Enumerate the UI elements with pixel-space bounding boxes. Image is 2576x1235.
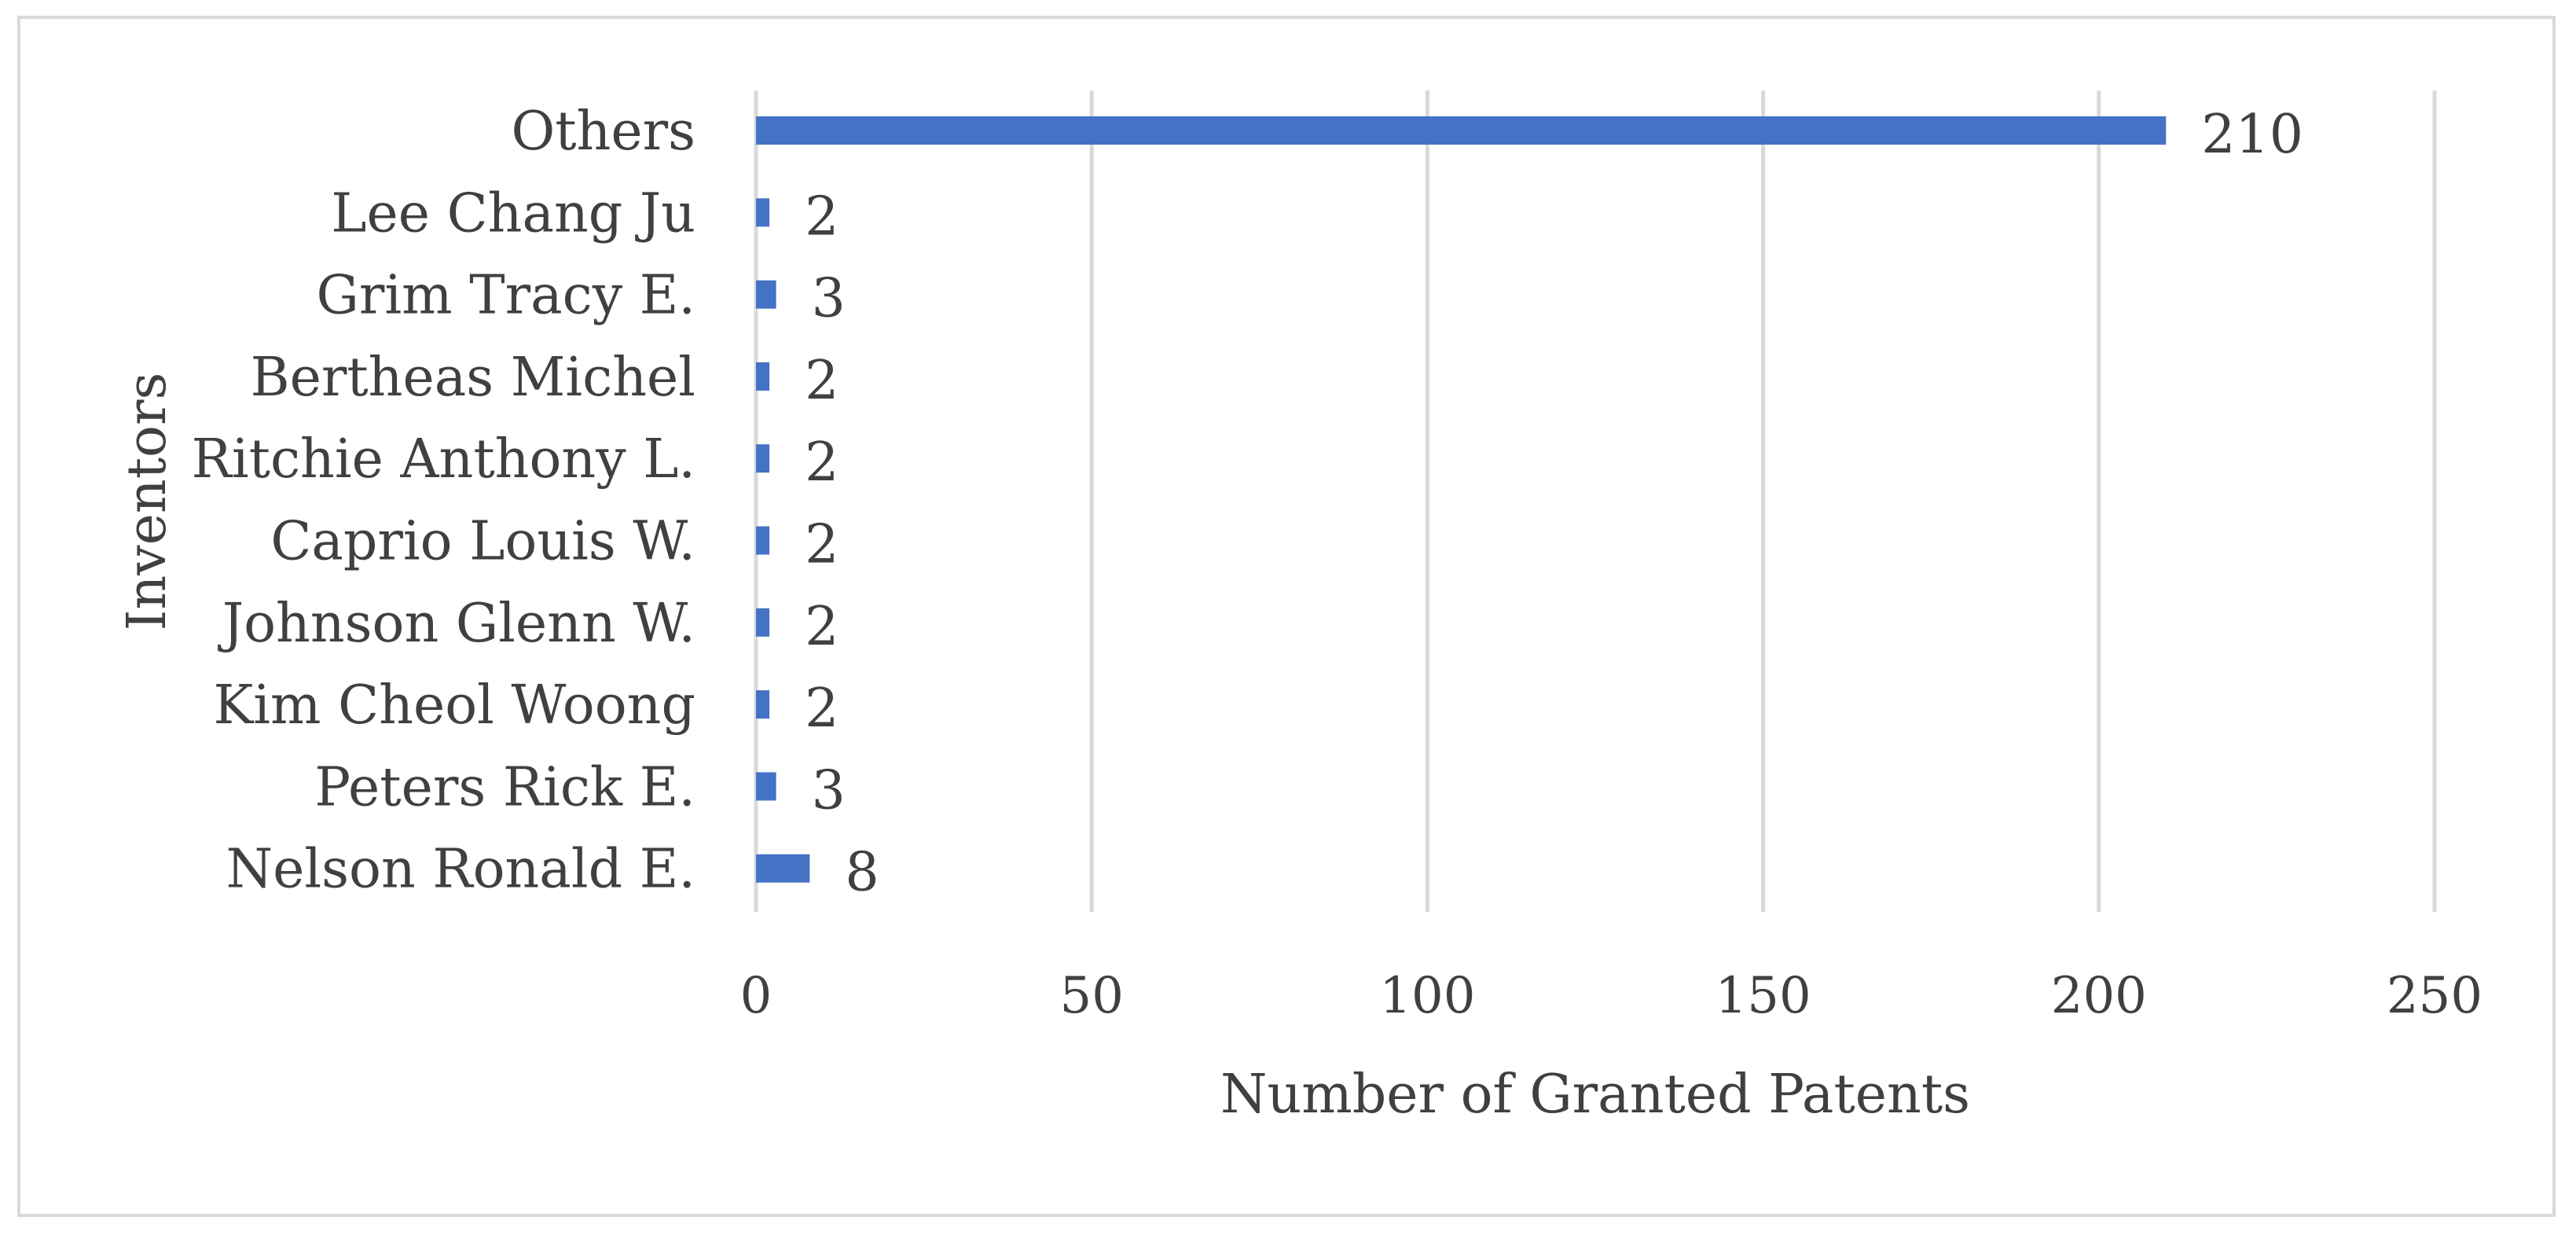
data-label: 2 [805, 350, 838, 412]
category-label: Others [511, 101, 695, 163]
x-tick-labels: 0 50 100 150 200 250 [740, 967, 2482, 1025]
category-label: Peters Rick E. [314, 756, 695, 818]
chart-frame [17, 16, 2556, 1217]
bar [756, 116, 2167, 145]
x-tick-label: 50 [1059, 967, 1123, 1025]
x-tick-label: 100 [1379, 967, 1475, 1025]
data-label: 8 [845, 842, 879, 904]
bar [756, 362, 770, 391]
bar [756, 444, 770, 473]
data-label: 2 [805, 432, 838, 494]
category-label: Ritchie Anthony L. [192, 428, 695, 491]
data-label: 3 [812, 268, 846, 330]
category-label: Johnson Glenn W. [218, 593, 695, 655]
x-tick-label: 200 [2051, 967, 2147, 1025]
category-label: Bertheas Michel [251, 347, 695, 409]
data-label: 2 [805, 186, 838, 248]
bar [756, 854, 810, 883]
x-axis-title: Number of Granted Patents [1220, 1064, 1970, 1126]
category-label: Kim Cheol Woong [214, 674, 696, 737]
x-tick-label: 150 [1715, 967, 1811, 1025]
bar [756, 526, 770, 555]
bar [756, 280, 776, 309]
bar [756, 608, 770, 637]
y-axis-title: Inventors [116, 373, 178, 631]
x-tick-label: 0 [740, 967, 772, 1025]
data-label: 3 [812, 759, 846, 821]
category-label: Caprio Louis W. [270, 511, 695, 573]
data-labels: 210 2 3 2 2 2 2 2 3 8 [805, 104, 2303, 904]
bar [756, 690, 770, 719]
bar [756, 772, 776, 801]
bar [756, 198, 770, 227]
gridlines [754, 90, 2437, 912]
data-label: 210 [2201, 104, 2303, 166]
data-label: 2 [805, 596, 838, 658]
data-label: 2 [805, 678, 838, 740]
bars [756, 116, 2167, 883]
category-label: Lee Chang Ju [331, 182, 695, 244]
data-label: 2 [805, 514, 838, 576]
x-tick-label: 250 [2387, 967, 2482, 1025]
category-label: Nelson Ronald E. [226, 839, 695, 901]
category-label: Grim Tracy E. [317, 265, 695, 327]
category-labels: Others Lee Chang Ju Grim Tracy E. Bertheas … [192, 101, 695, 901]
